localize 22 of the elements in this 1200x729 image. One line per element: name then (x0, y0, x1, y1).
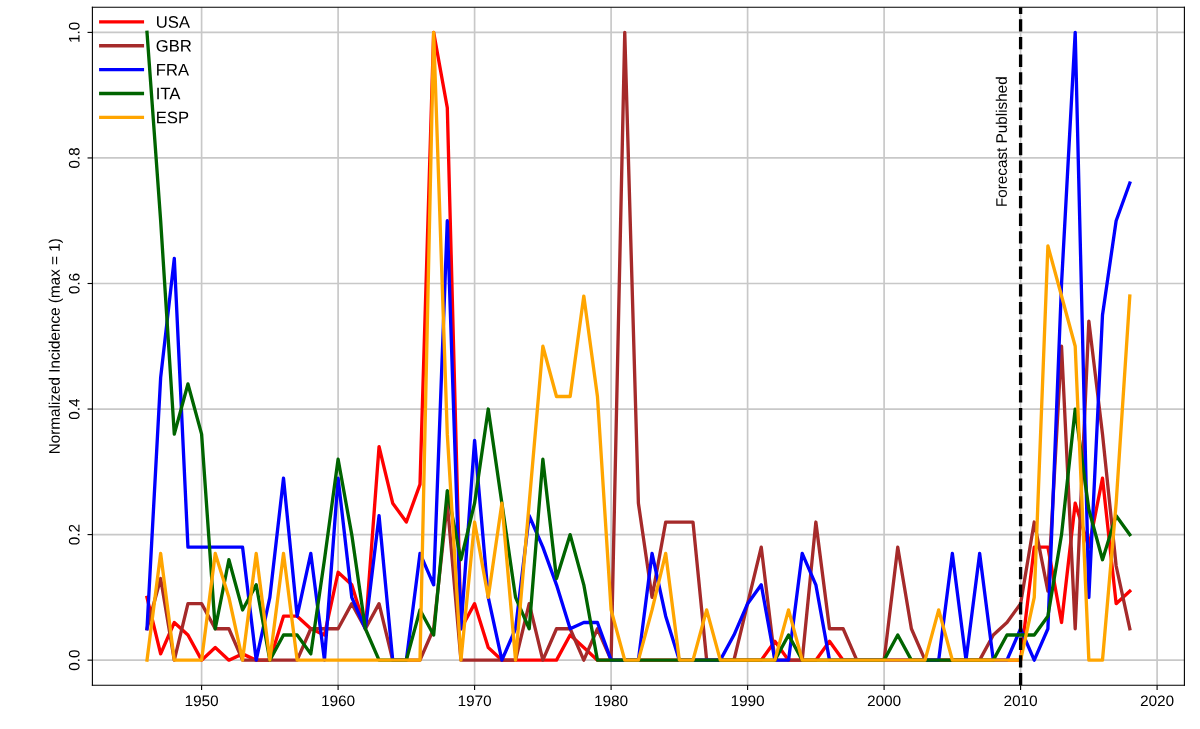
legend-label: ESP (157, 111, 189, 124)
y-tick-label: 0.0 (68, 650, 80, 671)
x-tick-label: 1990 (731, 695, 764, 707)
y-tick-label: 0.4 (68, 398, 80, 420)
y-tick-label: 0.6 (68, 273, 80, 294)
line-series (145, 30, 1132, 662)
y-tick-label: 0.8 (68, 147, 80, 168)
legend-label: ITA (157, 87, 181, 100)
x-tick-label: 1980 (595, 695, 628, 707)
y-tick-label: 0.2 (68, 524, 80, 545)
x-tick-label: 1960 (322, 695, 355, 707)
x-tick-label: 2010 (1004, 695, 1037, 707)
y-tick-label: 1.0 (68, 22, 80, 42)
x-tick-label: 1970 (458, 695, 491, 707)
ref-line-label: Forecast Published (995, 77, 1007, 206)
x-tick-label: 1950 (185, 695, 218, 707)
y-axis-title: Normalized Incidence (max = 1) (48, 239, 63, 454)
x-tick-label: 2020 (1140, 695, 1174, 707)
x-tick-label: 2000 (867, 695, 901, 707)
legend-label: FRA (157, 63, 190, 76)
legend-label: GBR (156, 39, 192, 52)
legend-label: USA (157, 16, 190, 28)
